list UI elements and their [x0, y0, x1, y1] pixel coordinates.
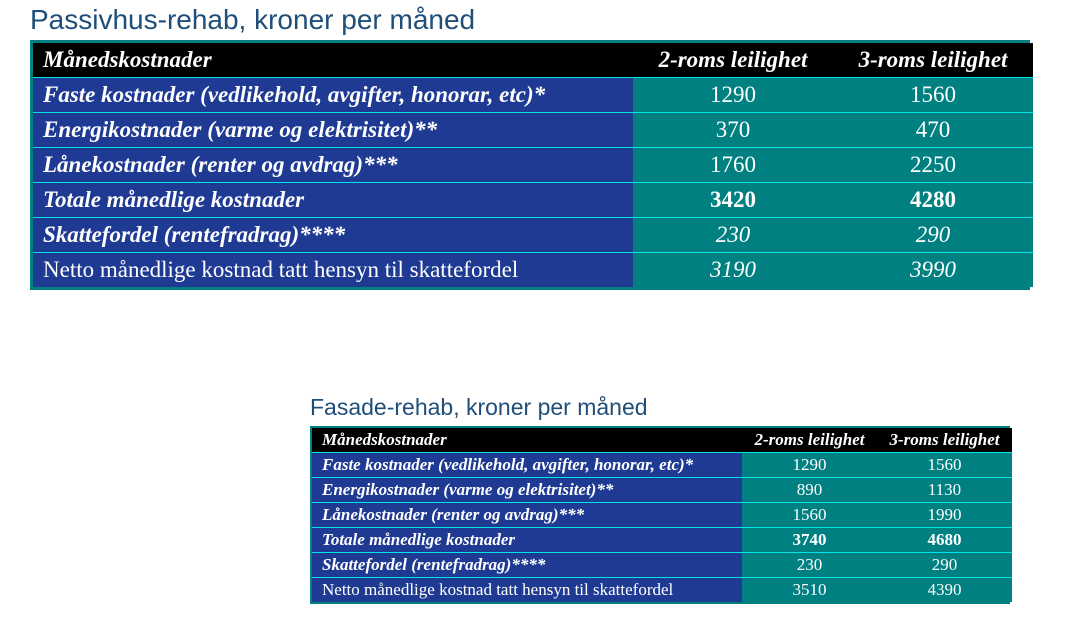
table2-col1-header: 2-roms leilighet: [742, 428, 877, 453]
row-value-3rom: 1560: [877, 453, 1012, 478]
row-label: Faste kostnader (vedlikehold, avgifter, …: [312, 453, 742, 478]
table-row: Netto månedlige kostnad tatt hensyn til …: [312, 578, 1012, 603]
table-row: Energikostnader (varme og elektrisitet)*…: [33, 113, 1033, 148]
table1-col2-header: 3-roms leilighet: [833, 43, 1033, 78]
row-value-2rom: 1290: [742, 453, 877, 478]
row-value-3rom: 4280: [833, 183, 1033, 218]
row-value-2rom: 370: [633, 113, 833, 148]
row-label: Totale månedlige kostnader: [33, 183, 633, 218]
row-value-3rom: 3990: [833, 253, 1033, 288]
row-value-3rom: 4680: [877, 528, 1012, 553]
row-value-2rom: 3420: [633, 183, 833, 218]
row-value-3rom: 290: [877, 553, 1012, 578]
row-label: Netto månedlige kostnad tatt hensyn til …: [312, 578, 742, 603]
row-value-2rom: 230: [633, 218, 833, 253]
row-label: Totale månedlige kostnader: [312, 528, 742, 553]
row-value-3rom: 2250: [833, 148, 1033, 183]
table1: Månedskostnader 2-roms leilighet 3-roms …: [33, 43, 1033, 287]
table-row: Skattefordel (rentefradrag)****230290: [33, 218, 1033, 253]
row-value-3rom: 1130: [877, 478, 1012, 503]
table2-container: Månedskostnader 2-roms leilighet 3-roms …: [310, 426, 1010, 604]
table1-title: Passivhus-rehab, kroner per måned: [30, 4, 475, 36]
row-label: Skattefordel (rentefradrag)****: [312, 553, 742, 578]
table-row: Faste kostnader (vedlikehold, avgifter, …: [33, 78, 1033, 113]
table-row: Lånekostnader (renter og avdrag)***17602…: [33, 148, 1033, 183]
table-row: Lånekostnader (renter og avdrag)***15601…: [312, 503, 1012, 528]
row-label: Lånekostnader (renter og avdrag)***: [312, 503, 742, 528]
table1-body: Faste kostnader (vedlikehold, avgifter, …: [33, 78, 1033, 288]
row-value-2rom: 230: [742, 553, 877, 578]
table1-header-row: Månedskostnader 2-roms leilighet 3-roms …: [33, 43, 1033, 78]
row-value-3rom: 1560: [833, 78, 1033, 113]
table2-header-row: Månedskostnader 2-roms leilighet 3-roms …: [312, 428, 1012, 453]
row-label: Energikostnader (varme og elektrisitet)*…: [33, 113, 633, 148]
table1-col0-header: Månedskostnader: [33, 43, 633, 78]
row-value-3rom: 290: [833, 218, 1033, 253]
row-label: Energikostnader (varme og elektrisitet)*…: [312, 478, 742, 503]
page-root: Passivhus-rehab, kroner per måned Måneds…: [0, 0, 1065, 624]
row-label: Netto månedlige kostnad tatt hensyn til …: [33, 253, 633, 288]
table2: Månedskostnader 2-roms leilighet 3-roms …: [312, 428, 1012, 602]
table-row: Totale månedlige kostnader34204280: [33, 183, 1033, 218]
table2-body: Faste kostnader (vedlikehold, avgifter, …: [312, 453, 1012, 603]
table-row: Skattefordel (rentefradrag)****230290: [312, 553, 1012, 578]
table2-col0-header: Månedskostnader: [312, 428, 742, 453]
row-value-2rom: 1760: [633, 148, 833, 183]
table2-col2-header: 3-roms leilighet: [877, 428, 1012, 453]
row-label: Lånekostnader (renter og avdrag)***: [33, 148, 633, 183]
table1-container: Månedskostnader 2-roms leilighet 3-roms …: [30, 40, 1030, 290]
row-value-2rom: 890: [742, 478, 877, 503]
table-row: Totale månedlige kostnader37404680: [312, 528, 1012, 553]
table-row: Netto månedlige kostnad tatt hensyn til …: [33, 253, 1033, 288]
row-value-2rom: 1560: [742, 503, 877, 528]
table-row: Energikostnader (varme og elektrisitet)*…: [312, 478, 1012, 503]
row-value-2rom: 3510: [742, 578, 877, 603]
row-value-3rom: 4390: [877, 578, 1012, 603]
row-value-2rom: 1290: [633, 78, 833, 113]
row-value-2rom: 3190: [633, 253, 833, 288]
row-value-2rom: 3740: [742, 528, 877, 553]
table2-title: Fasade-rehab, kroner per måned: [310, 394, 648, 421]
row-value-3rom: 1990: [877, 503, 1012, 528]
row-label: Faste kostnader (vedlikehold, avgifter, …: [33, 78, 633, 113]
row-value-3rom: 470: [833, 113, 1033, 148]
table-row: Faste kostnader (vedlikehold, avgifter, …: [312, 453, 1012, 478]
table1-col1-header: 2-roms leilighet: [633, 43, 833, 78]
row-label: Skattefordel (rentefradrag)****: [33, 218, 633, 253]
